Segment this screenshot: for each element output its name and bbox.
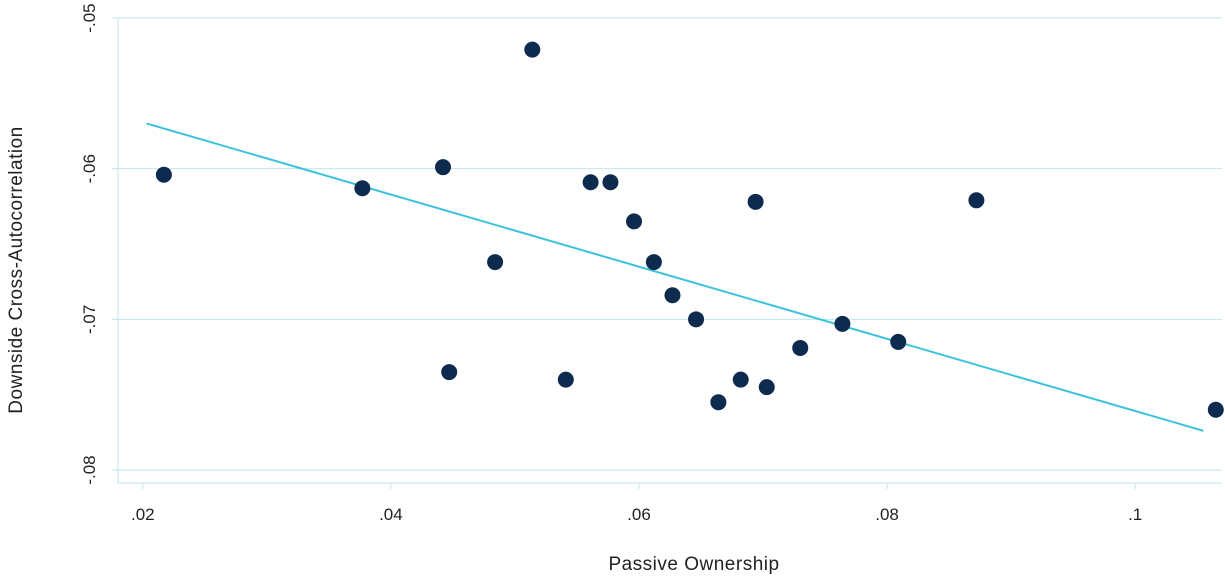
- y-tick-label-3: -.08: [80, 455, 99, 484]
- gridlines: [118, 18, 1222, 470]
- data-point-4: [487, 254, 503, 270]
- y-axis-title: Downside Cross-Autocorrelation: [6, 126, 27, 413]
- x-tick-label-1: .04: [379, 505, 403, 524]
- data-point-1: [354, 180, 370, 196]
- data-point-19: [890, 334, 906, 350]
- data-point-21: [1208, 402, 1224, 418]
- data-point-2: [435, 159, 451, 175]
- data-point-17: [792, 340, 808, 356]
- data-point-6: [558, 372, 574, 388]
- data-point-9: [626, 213, 642, 229]
- data-point-10: [646, 254, 662, 270]
- data-point-0: [156, 167, 172, 183]
- x-axis-title: Passive Ownership: [608, 554, 779, 575]
- data-point-3: [441, 364, 457, 380]
- data-point-14: [733, 372, 749, 388]
- x-tick-label-4: .1: [1128, 505, 1142, 524]
- data-point-8: [602, 174, 618, 190]
- data-point-16: [759, 379, 775, 395]
- y-tick-label-1: -.06: [80, 154, 99, 183]
- data-point-7: [583, 174, 599, 190]
- trendline: [147, 123, 1204, 430]
- y-tick-label-0: -.05: [80, 3, 99, 32]
- data-point-13: [710, 394, 726, 410]
- y-tick-label-2: -.07: [80, 305, 99, 334]
- data-point-15: [748, 194, 764, 210]
- x-tick-label-0: .02: [131, 505, 155, 524]
- x-tick-label-2: .06: [627, 505, 651, 524]
- y-axis-ticks: -.05 -.06 -.07 -.08: [80, 3, 118, 484]
- data-point-12: [688, 311, 704, 327]
- x-tick-label-3: .08: [875, 505, 899, 524]
- data-point-11: [664, 287, 680, 303]
- data-points: [156, 42, 1224, 418]
- data-point-20: [968, 192, 984, 208]
- x-axis-ticks: .02 .04 .06 .08 .1: [131, 483, 1142, 524]
- data-point-5: [524, 42, 540, 58]
- data-point-18: [834, 316, 850, 332]
